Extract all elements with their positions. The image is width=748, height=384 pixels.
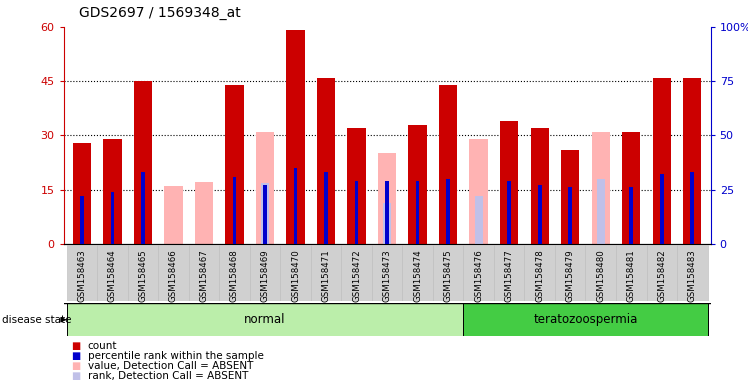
Bar [347,128,366,244]
Text: GSM158479: GSM158479 [565,249,574,302]
Bar [294,168,298,244]
Bar [470,139,488,244]
Text: value, Detection Call = ABSENT: value, Detection Call = ABSENT [88,361,253,371]
Text: GSM158468: GSM158468 [230,249,239,302]
Bar [494,245,524,301]
Text: GSM158475: GSM158475 [444,249,453,302]
Bar [439,85,457,244]
Bar [652,78,671,244]
Text: GSM158481: GSM158481 [627,249,636,302]
Text: GSM158471: GSM158471 [322,249,331,302]
Bar [530,128,549,244]
Text: teratozoospermia: teratozoospermia [533,313,637,326]
Bar [629,187,633,244]
Bar [134,81,152,244]
Bar [141,172,145,244]
Bar [158,245,188,301]
Bar [474,196,482,244]
Text: ■: ■ [71,371,80,381]
Bar [385,181,389,244]
Bar [500,121,518,244]
Bar [464,245,494,301]
Text: percentile rank within the sample: percentile rank within the sample [88,351,263,361]
Bar [568,187,572,244]
Bar [286,30,304,244]
Bar [233,177,236,244]
Bar [646,245,677,301]
Text: GSM158472: GSM158472 [352,249,361,302]
Bar [622,132,640,244]
Text: rank, Detection Call = ABSENT: rank, Detection Call = ABSENT [88,371,248,381]
Text: GSM158467: GSM158467 [200,249,209,302]
Bar [507,181,511,244]
Bar [280,245,310,301]
Text: GDS2697 / 1569348_at: GDS2697 / 1569348_at [79,6,240,20]
Text: GSM158464: GSM158464 [108,249,117,302]
Bar [464,303,708,336]
Text: GSM158473: GSM158473 [382,249,392,302]
Bar [341,245,372,301]
Bar [378,154,396,244]
Bar [433,245,464,301]
Text: GSM158478: GSM158478 [535,249,545,302]
Text: GSM158463: GSM158463 [77,249,86,302]
Bar [616,245,646,301]
Bar [660,174,663,244]
Bar [225,85,244,244]
Bar [690,172,694,244]
Text: GSM158470: GSM158470 [291,249,300,302]
Bar [372,245,402,301]
Bar [103,139,122,244]
Bar [408,124,427,244]
Bar [310,245,341,301]
Bar [355,181,358,244]
Text: GSM158482: GSM158482 [657,249,666,302]
Bar [263,185,267,244]
Bar [250,245,280,301]
Text: ■: ■ [71,341,80,351]
Bar [524,245,555,301]
Bar [317,78,335,244]
Bar [188,245,219,301]
Bar [80,196,84,244]
Text: GSM158466: GSM158466 [169,249,178,302]
Text: normal: normal [245,313,286,326]
Text: GSM158483: GSM158483 [688,249,697,302]
Text: GSM158477: GSM158477 [505,249,514,302]
Bar [111,192,114,244]
Bar [447,179,450,244]
Bar [165,186,183,244]
Bar [128,245,158,301]
Text: disease state: disease state [2,314,72,325]
Bar [194,182,213,244]
Bar [561,150,580,244]
Text: GSM158476: GSM158476 [474,249,483,302]
Bar [67,303,464,336]
Bar [592,132,610,244]
Text: count: count [88,341,117,351]
Text: GSM158465: GSM158465 [138,249,147,302]
Text: ■: ■ [71,361,80,371]
Bar [677,245,708,301]
Bar [73,142,91,244]
Bar [416,181,420,244]
Bar [597,179,605,244]
Text: GSM158480: GSM158480 [596,249,605,302]
Bar [256,132,275,244]
Text: GSM158474: GSM158474 [413,249,422,302]
Bar [586,245,616,301]
Bar [555,245,586,301]
Bar [538,185,542,244]
Bar [402,245,433,301]
Bar [324,172,328,244]
Text: GSM158469: GSM158469 [260,249,269,302]
Bar [683,78,702,244]
Bar [219,245,250,301]
Bar [67,245,97,301]
Text: ■: ■ [71,351,80,361]
Bar [97,245,128,301]
Bar [261,183,269,244]
Bar [383,203,391,244]
